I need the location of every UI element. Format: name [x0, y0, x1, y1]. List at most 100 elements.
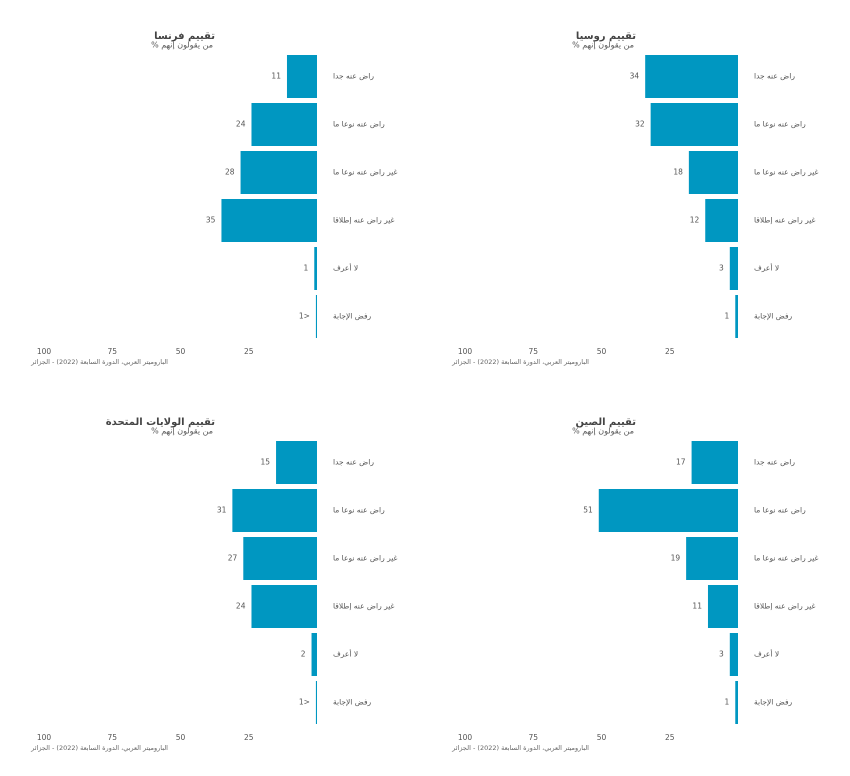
- value-label: 32: [635, 120, 645, 129]
- bar: [691, 441, 738, 484]
- category-label: لا أعرف: [754, 649, 779, 659]
- category-label: رفض الإجابة: [333, 312, 372, 321]
- bar: [232, 489, 317, 532]
- bar: [729, 247, 738, 290]
- bar: [243, 537, 317, 580]
- category-label: لا أعرف: [333, 649, 358, 659]
- category-label: راض عنه نوعا ما: [333, 506, 385, 515]
- chart-title: تقييم الصين: [575, 417, 636, 428]
- bar: [735, 295, 738, 338]
- bar: [650, 103, 738, 146]
- value-label: 51: [583, 506, 593, 515]
- category-label: راض عنه نوعا ما: [333, 120, 385, 129]
- value-label: 3: [719, 650, 724, 659]
- value-label: 11: [692, 602, 702, 611]
- x-tick-label: 100: [37, 347, 52, 356]
- bar: [707, 585, 738, 628]
- chart-subtitle: % من يقولون إنهم: [151, 427, 213, 437]
- value-label: 19: [671, 554, 681, 563]
- category-label: راض عنه جدا: [754, 72, 795, 81]
- bar: [240, 151, 317, 194]
- category-label: غير راض عنه إطلاقا: [754, 216, 815, 225]
- category-label: غير راض عنه إطلاقا: [333, 602, 394, 611]
- source: الباروميتر العربي، الدورة السابعة (2022)…: [30, 358, 168, 366]
- category-label: راض عنه نوعا ما: [754, 120, 806, 129]
- value-label: 31: [217, 506, 227, 515]
- value-label: 1: [724, 698, 729, 707]
- value-label: 17: [676, 458, 686, 467]
- category-label: راض عنه جدا: [333, 458, 374, 467]
- x-tick-label: 50: [176, 733, 186, 742]
- category-label: رفض الإجابة: [754, 312, 793, 321]
- value-label: 24: [236, 602, 246, 611]
- x-tick-label: 50: [176, 347, 186, 356]
- value-label: 1: [303, 264, 308, 273]
- bar: [688, 151, 738, 194]
- chart-title: تقييم روسيا: [576, 31, 636, 42]
- x-tick-label: 25: [665, 347, 675, 356]
- chart-subtitle: % من يقولون إنهم: [572, 41, 634, 51]
- x-tick-label: 50: [597, 733, 607, 742]
- category-label: غير راض عنه نوعا ما: [754, 554, 818, 563]
- value-label: 1: [724, 312, 729, 321]
- chart-subtitle: % من يقولون إنهم: [151, 41, 213, 51]
- x-tick-label: 25: [244, 733, 254, 742]
- bar: [314, 247, 317, 290]
- category-label: غير راض عنه إطلاقا: [333, 216, 394, 225]
- source: الباروميتر العربي، الدورة السابعة (2022)…: [30, 744, 168, 752]
- bar: [598, 489, 738, 532]
- category-label: رفض الإجابة: [754, 698, 793, 707]
- value-label: 1>: [299, 698, 310, 707]
- bar: [315, 295, 317, 338]
- x-tick-label: 100: [37, 733, 52, 742]
- x-tick-label: 50: [597, 347, 607, 356]
- category-label: غير راض عنه إطلاقا: [754, 602, 815, 611]
- bar: [251, 585, 317, 628]
- category-label: غير راض عنه نوعا ما: [333, 168, 397, 177]
- bar: [221, 199, 317, 242]
- category-label: غير راض عنه نوعا ما: [333, 554, 397, 563]
- value-label: 15: [261, 458, 271, 467]
- x-tick-label: 100: [458, 347, 473, 356]
- value-label: 24: [236, 120, 246, 129]
- chart-title: تقييم فرنسا: [154, 31, 215, 42]
- category-label: لا أعرف: [754, 263, 779, 273]
- category-label: راض عنه جدا: [754, 458, 795, 467]
- bar: [729, 633, 738, 676]
- value-label: 12: [690, 216, 700, 225]
- bar: [286, 55, 317, 98]
- x-tick-label: 75: [528, 733, 538, 742]
- category-label: رفض الإجابة: [333, 698, 372, 707]
- chart-title: تقييم الولايات المتحدة: [106, 417, 215, 428]
- value-label: 27: [228, 554, 238, 563]
- x-tick-label: 100: [458, 733, 473, 742]
- source: الباروميتر العربي، الدورة السابعة (2022)…: [451, 358, 589, 366]
- bar: [276, 441, 317, 484]
- bar: [735, 681, 738, 724]
- value-label: 2: [301, 650, 306, 659]
- value-label: 3: [719, 264, 724, 273]
- x-tick-label: 25: [244, 347, 254, 356]
- category-label: لا أعرف: [333, 263, 358, 273]
- value-label: 34: [630, 72, 640, 81]
- bar: [645, 55, 738, 98]
- value-label: 18: [673, 168, 683, 177]
- source: الباروميتر العربي، الدورة السابعة (2022)…: [451, 744, 589, 752]
- value-label: 35: [206, 216, 216, 225]
- x-tick-label: 75: [528, 347, 538, 356]
- x-tick-label: 75: [107, 347, 117, 356]
- bar: [251, 103, 317, 146]
- value-label: 11: [271, 72, 281, 81]
- category-label: راض عنه نوعا ما: [754, 506, 806, 515]
- bar: [315, 681, 317, 724]
- value-label: 28: [225, 168, 235, 177]
- chart-subtitle: % من يقولون إنهم: [572, 427, 634, 437]
- value-label: 1>: [299, 312, 310, 321]
- bar: [311, 633, 317, 676]
- x-tick-label: 75: [107, 733, 117, 742]
- category-label: غير راض عنه نوعا ما: [754, 168, 818, 177]
- bar: [705, 199, 738, 242]
- category-label: راض عنه جدا: [333, 72, 374, 81]
- x-tick-label: 25: [665, 733, 675, 742]
